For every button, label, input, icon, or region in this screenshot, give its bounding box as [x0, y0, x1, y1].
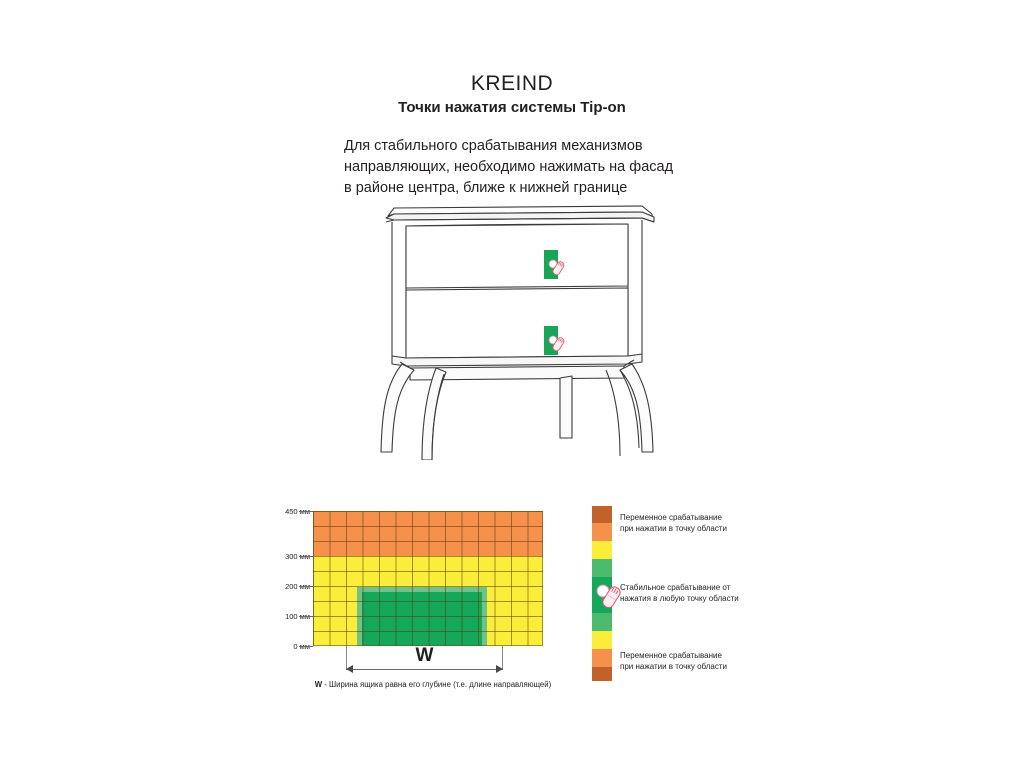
y-axis-tick-label: 450 мм: [285, 507, 310, 516]
legend-entry-middle: Стабильное срабатывание от нажатия в люб…: [620, 582, 739, 604]
legend-entry-bottom: Переменное срабатывание при нажатии в то…: [620, 650, 727, 672]
legend-swatch: [592, 649, 612, 667]
y-axis-tick-line: [299, 646, 313, 647]
legend-swatch: [592, 667, 612, 681]
dimension-extension-left: [346, 646, 347, 670]
dimension-arrowhead-left: [346, 665, 353, 673]
zone-grid: [313, 511, 543, 646]
hand-press-icon: [548, 259, 565, 276]
instruction-line-3: в районе центра, ближе к нижней границе: [344, 180, 628, 196]
legend-swatch: [592, 541, 612, 559]
nightstand-illustration: [380, 198, 670, 460]
legend-swatch: [592, 559, 612, 577]
legend: Переменное срабатывание при нажатии в то…: [592, 506, 792, 686]
y-axis-tick-label: 300 мм: [285, 552, 310, 561]
legend-swatch: [592, 506, 612, 523]
page-title: KREIND: [470, 72, 554, 95]
instruction-line-1: Для стабильного срабатывания механизмов: [344, 138, 643, 154]
instruction-text: Для стабильного срабатывания механизмов …: [344, 136, 764, 199]
legend-bottom-line-2: при нажатии в точку области: [620, 662, 728, 671]
legend-bottom-line-1: Переменное срабатывание: [620, 651, 722, 660]
y-axis-tick-line: [299, 616, 313, 617]
dimension-label: W: [415, 645, 434, 666]
zone-stable-core: [362, 592, 482, 646]
dimension-extension-right: [502, 646, 503, 670]
instruction-line-2: направляющих, необходимо нажимать на фас…: [344, 159, 674, 175]
width-dimension: W: [346, 645, 503, 673]
press-point-upper-drawer[interactable]: [544, 250, 565, 279]
page-subtitle: Точки нажатия системы Tip-on: [398, 99, 626, 116]
band-variable-top: [313, 511, 543, 556]
caption-text: - Ширина ящика равна его глубине (т.е. д…: [322, 680, 552, 689]
legend-swatch: [592, 631, 612, 649]
dimension-arrow-line: [346, 669, 503, 670]
hand-press-icon: [596, 584, 621, 609]
legend-swatch: [592, 613, 612, 631]
chart-caption: W - Ширина ящика равна его глубине (т.е.…: [268, 680, 598, 689]
legend-top-line-2: при нажатии в точку области: [620, 524, 728, 533]
legend-middle-line-2: нажатия в любую точку области: [620, 594, 739, 603]
press-point-lower-drawer[interactable]: [544, 326, 565, 355]
y-axis-tick-label: 200 мм: [285, 582, 310, 591]
y-axis-tick-line: [299, 511, 313, 512]
caption-symbol: W: [314, 680, 323, 689]
legend-swatch: [592, 523, 612, 541]
legend-entry-top: Переменное срабатывание при нажатии в то…: [620, 512, 727, 534]
dimension-arrowhead-right: [496, 665, 503, 673]
y-axis-tick-line: [299, 586, 313, 587]
legend-middle-line-1: Стабильное срабатывание от: [620, 583, 731, 592]
legend-top-line-1: Переменное срабатывание: [620, 513, 722, 522]
nightstand-drawing: [380, 205, 655, 460]
y-axis-tick-label: 100 мм: [285, 612, 310, 621]
hand-press-icon: [548, 335, 565, 352]
y-axis-tick-line: [299, 556, 313, 557]
